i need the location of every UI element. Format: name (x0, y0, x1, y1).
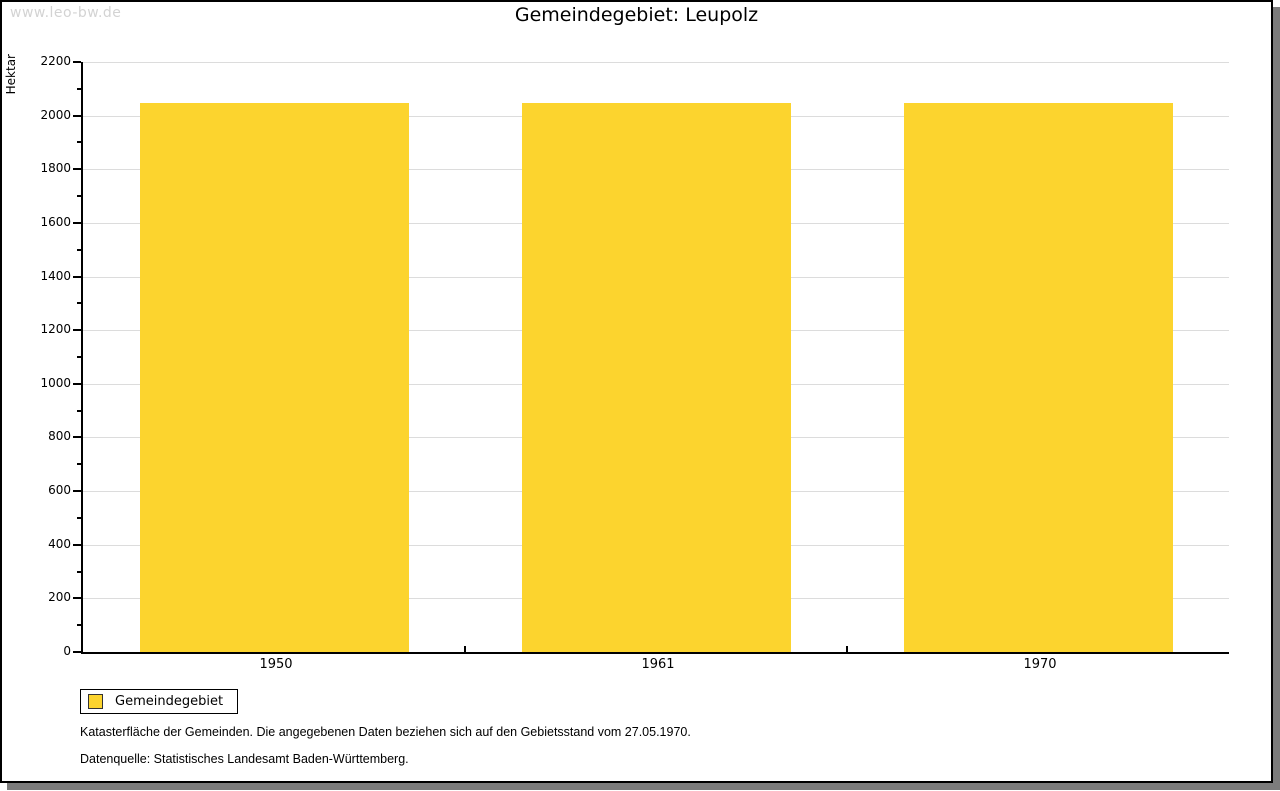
y-major-tick (73, 221, 81, 224)
y-major-tick (73, 61, 81, 63)
y-major-tick (73, 114, 81, 117)
plot-area (81, 62, 1229, 654)
y-major-tick (73, 543, 81, 546)
y-major-tick (73, 597, 81, 600)
x-tick-label-1950: 1950 (259, 657, 293, 672)
watermark: www.leo-bw.de (10, 5, 122, 21)
y-tick-label-400: 400 (48, 536, 71, 551)
legend-swatch-icon (88, 694, 103, 709)
y-tick-label-200: 200 (48, 590, 71, 605)
y-minor-tick (77, 87, 81, 90)
bar-1970 (903, 103, 1173, 652)
y-tick-label-1000: 1000 (40, 375, 71, 390)
y-major-tick (73, 382, 81, 385)
y-major-tick (73, 275, 81, 278)
y-minor-tick (77, 624, 81, 627)
legend: Gemeindegebiet (80, 689, 239, 714)
bar-1950 (139, 103, 409, 652)
x-axis-boundary-tick (464, 646, 466, 652)
x-tick-label-1970: 1970 (1023, 657, 1057, 672)
y-minor-tick (77, 570, 81, 573)
y-tick-label-1200: 1200 (40, 322, 71, 337)
y-major-tick (73, 651, 81, 653)
y-major-tick (73, 168, 81, 171)
y-tick-label-1600: 1600 (40, 214, 71, 229)
y-tick-label-800: 800 (48, 429, 71, 444)
y-tick-label-0: 0 (63, 644, 71, 658)
y-major-tick (73, 329, 81, 332)
y-major-tick (73, 436, 81, 439)
y-minor-tick (77, 356, 81, 358)
y-major-tick (73, 490, 81, 493)
footnote-gebietsstand: Katasterfläche der Gemeinden. Die angege… (80, 725, 691, 739)
y-tick-label-2200: 2200 (40, 54, 71, 68)
y-tick-label-600: 600 (48, 483, 71, 498)
y-minor-tick (77, 409, 81, 412)
y-tick-label-1400: 1400 (40, 268, 71, 283)
y-minor-tick (77, 516, 81, 519)
y-minor-tick (77, 463, 81, 466)
x-tick-label-1961: 1961 (641, 657, 675, 672)
gridline-2200 (83, 62, 1229, 63)
bar-1961 (521, 103, 791, 652)
y-minor-tick (77, 195, 81, 198)
y-minor-tick (77, 248, 81, 251)
y-tick-label-2000: 2000 (40, 107, 71, 122)
chart-title: Gemeindegebiet: Leupolz (514, 4, 759, 26)
y-minor-tick (77, 141, 81, 144)
y-minor-tick (77, 302, 81, 305)
y-tick-label-1800: 1800 (40, 161, 71, 176)
x-axis-boundary-tick (846, 646, 848, 652)
footnote-datenquelle: Datenquelle: Statistisches Landesamt Bad… (80, 752, 409, 766)
legend-label: Gemeindegebiet (115, 694, 224, 709)
